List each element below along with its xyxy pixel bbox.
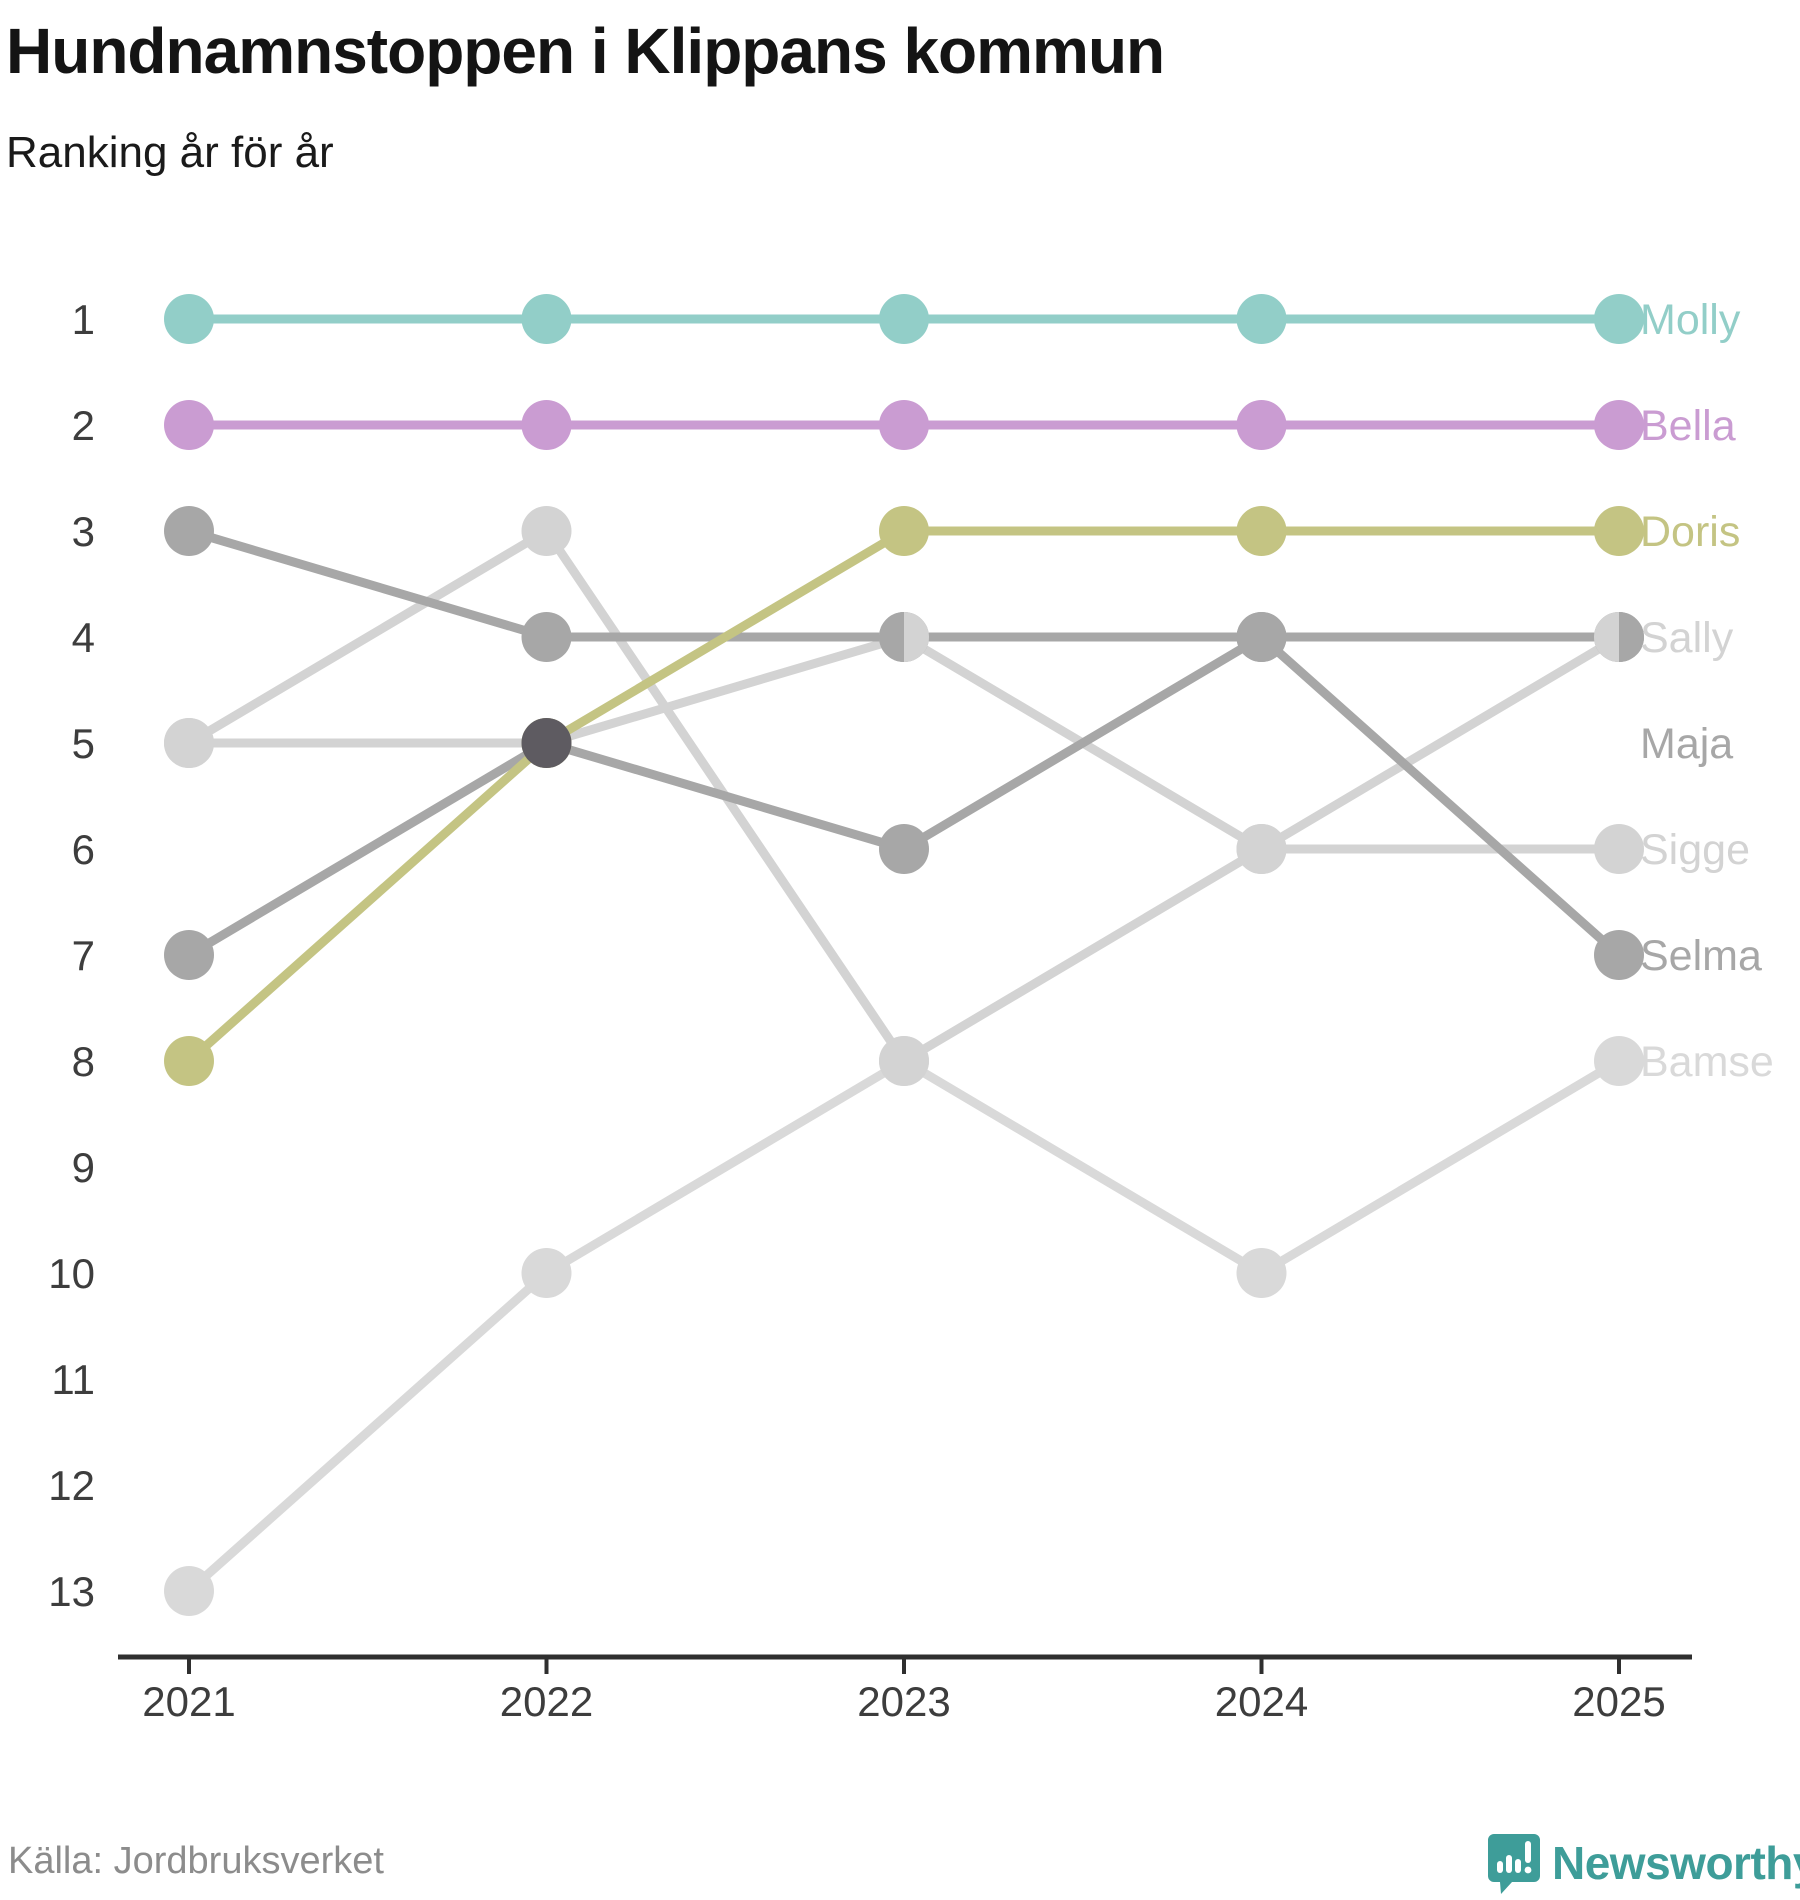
dot-maja-2022 <box>521 612 572 662</box>
dot-selma-2021 <box>164 930 214 980</box>
dot-selma-2024 <box>1236 612 1287 662</box>
dot-doris-2023 <box>879 506 929 556</box>
newsworthy-logo-icon <box>1488 1834 1540 1894</box>
rank-axis-label: 9 <box>72 1144 95 1191</box>
rank-axis-label: 4 <box>72 614 95 661</box>
series-end-label-bella: Bella <box>1640 402 1736 450</box>
series-end-label-maja: Maja <box>1640 720 1733 768</box>
tie-dot-left-half-2023-rank4 <box>879 612 904 662</box>
year-axis-label: 2024 <box>1215 1678 1308 1725</box>
dot-bella-2022 <box>521 400 572 450</box>
tie-dot-2022-rank5 <box>521 718 572 768</box>
rank-axis-label: 12 <box>48 1462 95 1509</box>
dot-selma-2023 <box>879 824 929 874</box>
rank-axis-label: 1 <box>72 296 95 343</box>
dot-maja-2021 <box>164 506 214 556</box>
page-title: Hundnamnstoppen i Klippans kommun <box>6 15 1165 87</box>
dot-bamse-2021 <box>164 1566 214 1616</box>
dot-molly-2022 <box>521 294 572 344</box>
dot-molly-2025 <box>1594 294 1644 344</box>
dot-bamse-2022 <box>521 1248 572 1298</box>
series-line-selma <box>186 631 1622 959</box>
dot-doris-2025 <box>1594 506 1644 556</box>
dot-selma-2025 <box>1594 930 1644 980</box>
series-end-label-sally: Sally <box>1640 614 1734 662</box>
dot-sigge-2021 <box>164 718 214 768</box>
dot-sigge-2024 <box>1236 824 1287 874</box>
year-axis-label: 2021 <box>142 1678 235 1725</box>
rank-axis-label: 13 <box>48 1568 95 1615</box>
series-end-label-doris: Doris <box>1640 508 1740 556</box>
rank-axis-label: 2 <box>72 402 95 449</box>
year-axis-label: 2022 <box>500 1678 593 1725</box>
rank-axis-label: 10 <box>48 1250 95 1297</box>
rank-axis-label: 8 <box>72 1038 95 1085</box>
series-end-label-molly: Molly <box>1640 296 1741 344</box>
tie-dot-left-half-2025-rank4 <box>1594 612 1619 662</box>
series-end-label-bamse: Bamse <box>1640 1038 1774 1086</box>
dot-sigge-2022 <box>521 506 572 556</box>
tie-dot-right-half-2025-rank4 <box>1619 612 1644 662</box>
dot-molly-2021 <box>164 294 214 344</box>
series-line-bamse <box>186 1055 1622 1595</box>
dot-molly-2024 <box>1236 294 1287 344</box>
source-note: Källa: Jordbruksverket <box>8 1840 384 1882</box>
dot-bamse-2024 <box>1236 1248 1287 1298</box>
dot-bella-2024 <box>1236 400 1287 450</box>
series-line-sigge <box>186 524 1619 1068</box>
dot-molly-2023 <box>879 294 929 344</box>
brand-footer: Newsworthy <box>1488 1832 1800 1894</box>
series-end-label-selma: Selma <box>1640 932 1762 980</box>
year-axis-label: 2025 <box>1572 1678 1665 1725</box>
dot-bamse-2025 <box>1594 1036 1644 1086</box>
series-line-doris <box>186 526 1619 1065</box>
rank-axis-label: 11 <box>51 1356 95 1403</box>
dot-bella-2023 <box>879 400 929 450</box>
brand-name: Newsworthy <box>1552 1837 1800 1889</box>
rank-axis-label: 6 <box>72 826 95 873</box>
chart-subtitle: Ranking år för år <box>6 128 334 177</box>
dot-doris-2024 <box>1236 506 1287 556</box>
rank-axis-label: 5 <box>72 720 95 767</box>
dot-doris-2021 <box>164 1036 214 1086</box>
dot-bella-2025 <box>1594 400 1644 450</box>
series-line-sally <box>189 632 1622 855</box>
dot-sigge-2025 <box>1594 824 1644 874</box>
tie-dot-right-half-2023-rank4 <box>904 612 929 662</box>
dot-bella-2021 <box>164 400 214 450</box>
dot-sigge-2023 <box>879 1036 929 1086</box>
rank-axis-label: 3 <box>72 508 95 555</box>
year-axis-label: 2023 <box>857 1678 950 1725</box>
rank-axis-label: 7 <box>72 932 95 979</box>
series-end-label-sigge: Sigge <box>1640 826 1750 874</box>
